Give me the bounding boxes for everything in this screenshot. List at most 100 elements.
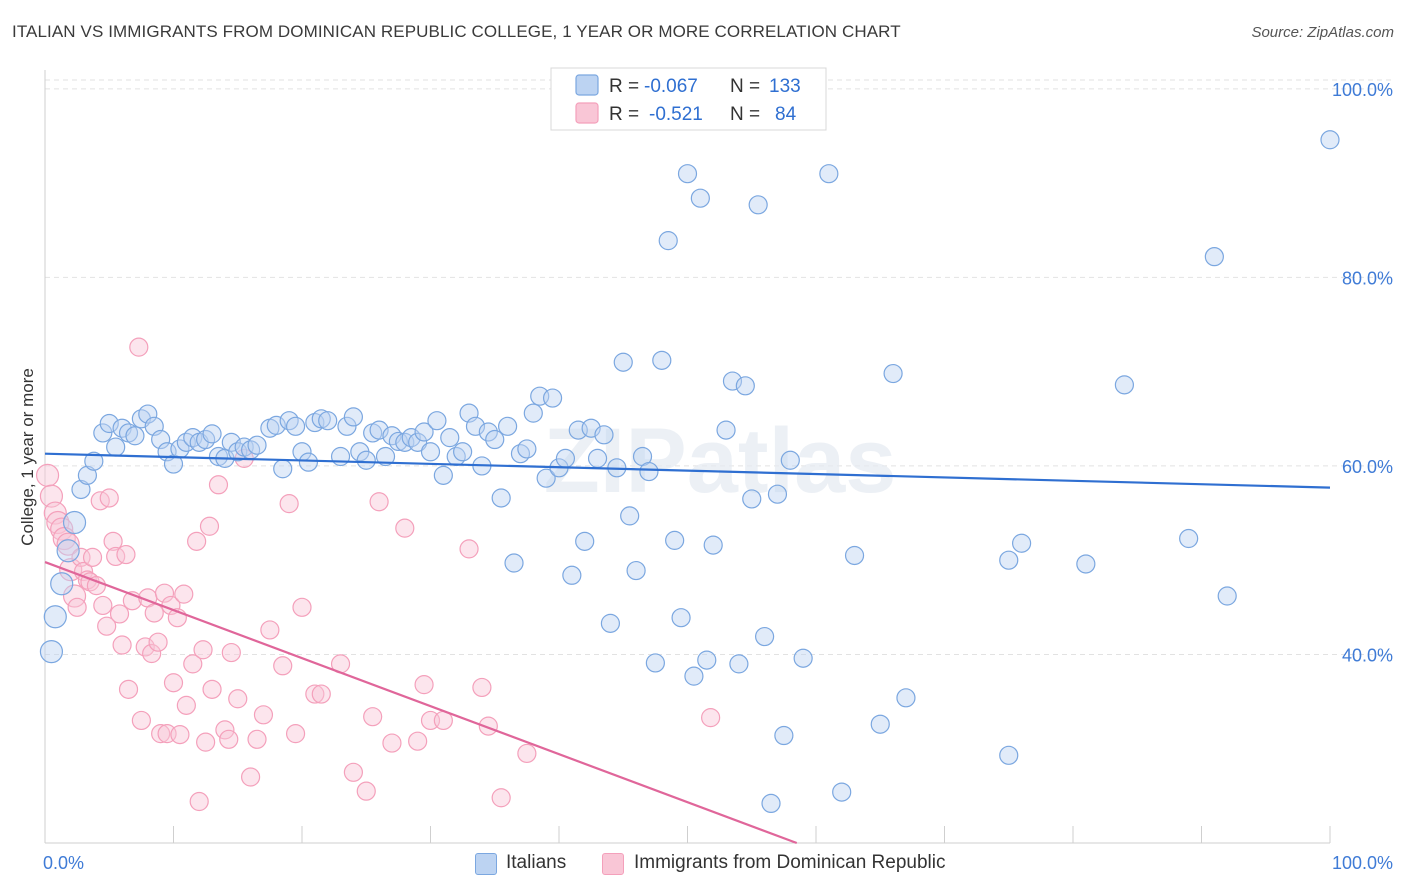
italians-point <box>1217 586 1237 606</box>
italians-point <box>613 352 633 372</box>
dominican-point <box>154 583 175 603</box>
italians-point <box>356 450 376 470</box>
stats-legend: R = -0.067 N = 133 R = -0.521 N = 84 <box>550 67 827 131</box>
legend-swatch-dominican <box>575 102 599 124</box>
italians-point <box>138 404 158 424</box>
dominican-point <box>174 584 194 604</box>
gridlines <box>45 79 1393 655</box>
italians-point <box>491 488 511 508</box>
dominican-point <box>292 597 312 617</box>
dominican-point <box>56 532 80 556</box>
italians-point <box>658 231 678 251</box>
dominican-point <box>279 494 299 514</box>
legend-swatch-dominican <box>602 853 624 875</box>
italians-point <box>337 416 357 436</box>
dominican-point <box>356 781 376 801</box>
dominican-point <box>369 492 389 512</box>
italians-point <box>896 688 916 708</box>
italians-point <box>427 411 447 431</box>
x-tick-label: 0.0% <box>43 853 84 873</box>
italians-point <box>1320 130 1340 150</box>
italians-point <box>594 425 614 445</box>
legend-label-dominican: Immigrants from Dominican Republic <box>634 852 946 873</box>
italians-point <box>844 545 865 566</box>
italians-point <box>684 666 704 686</box>
italians-point <box>247 435 267 455</box>
italians-point <box>780 450 800 470</box>
dominican-point <box>116 544 136 565</box>
italians-trend-line <box>44 452 1331 489</box>
italians-point <box>125 426 145 446</box>
italians-point <box>420 442 441 462</box>
chart-title: ITALIAN VS IMMIGRANTS FROM DOMINICAN REP… <box>12 22 901 41</box>
dominican-point <box>273 656 293 676</box>
italians-point <box>478 422 498 442</box>
legend-n-value: 133 <box>769 76 801 97</box>
italians-point <box>767 484 788 504</box>
dominican-point <box>112 635 132 655</box>
italians-point <box>999 745 1019 765</box>
italians-point <box>84 451 104 471</box>
italians-point <box>671 608 691 628</box>
dominican-point <box>215 720 235 740</box>
dominican-point <box>67 597 87 617</box>
dominican-point <box>144 603 164 623</box>
series-dominican-points <box>35 337 721 812</box>
italians-point <box>754 626 775 647</box>
dominican-point <box>363 707 383 727</box>
dominican-point <box>131 710 151 731</box>
italians-point <box>50 572 74 596</box>
legend-r-label: R = <box>609 76 639 97</box>
italians-point <box>793 648 813 668</box>
dominican-point <box>408 731 428 751</box>
italians-point <box>697 650 717 670</box>
italians-point <box>266 415 286 435</box>
dominican-point <box>395 518 415 538</box>
dominican-point <box>118 679 139 699</box>
italians-point <box>536 468 556 488</box>
dominican-point <box>170 724 190 745</box>
italians-point <box>298 452 319 472</box>
italians-point <box>677 164 698 184</box>
dominican-point <box>343 762 363 782</box>
italians-point <box>600 613 621 633</box>
legend-swatch-italians <box>575 74 599 96</box>
italians-point <box>498 416 518 436</box>
italians-point <box>819 164 839 184</box>
italians-point <box>408 432 428 452</box>
italians-point <box>1011 533 1032 553</box>
dominican-point <box>187 531 207 551</box>
italians-point <box>542 388 563 408</box>
dominican-point <box>701 708 721 728</box>
legend-n-value: 84 <box>775 104 797 125</box>
axes <box>44 70 1331 844</box>
italians-point <box>626 560 646 581</box>
italians-point <box>93 423 113 443</box>
italians-point <box>645 653 665 673</box>
dominican-point <box>176 695 196 715</box>
italians-point <box>453 442 473 462</box>
dominican-point <box>129 337 149 357</box>
dominican-point <box>199 516 220 536</box>
dominican-point <box>97 616 117 636</box>
x-tick-label: 100.0% <box>1332 853 1393 873</box>
series-legend: Italians Immigrants from Dominican Repub… <box>0 850 1406 880</box>
italians-point <box>870 714 890 734</box>
dominican-point <box>253 705 274 725</box>
y-tick-label: 60.0% <box>1342 457 1393 477</box>
italians-point <box>71 479 91 500</box>
dominican-point <box>305 684 325 704</box>
source-label: Source: ZipAtlas.com <box>1251 24 1394 41</box>
dominican-point <box>148 632 168 652</box>
dominican-point <box>478 716 498 736</box>
dominican-point <box>247 729 267 749</box>
dominican-point <box>103 531 123 551</box>
italians-point <box>748 195 768 215</box>
dominican-point <box>183 654 203 674</box>
dominican-point <box>109 604 130 624</box>
dominican-point <box>163 673 184 693</box>
italians-point <box>99 413 119 434</box>
legend-label-italians: Italians <box>506 852 567 873</box>
italians-point <box>735 376 755 396</box>
y-tick-label: 40.0% <box>1342 645 1393 665</box>
